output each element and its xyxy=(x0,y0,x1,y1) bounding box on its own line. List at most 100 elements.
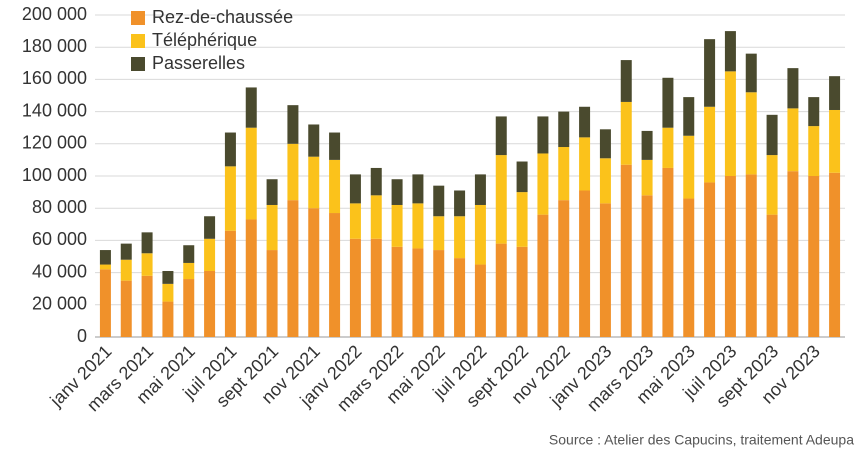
bar-segment xyxy=(579,106,591,138)
bar-segment xyxy=(454,258,466,337)
y-tick-label: 200 000 xyxy=(22,4,87,24)
bar-segment xyxy=(724,176,736,337)
bar-segment xyxy=(329,159,341,214)
bar-segment xyxy=(724,71,736,176)
bar-segment xyxy=(766,155,778,215)
y-tick-label: 40 000 xyxy=(32,261,87,281)
bar-segment xyxy=(204,216,216,239)
legend-label: Téléphérique xyxy=(152,30,257,50)
bar-segment xyxy=(787,68,799,109)
bar-segment xyxy=(391,179,403,205)
bar-segment xyxy=(99,269,111,337)
bar-segment xyxy=(329,213,341,337)
bar-segment xyxy=(99,264,111,270)
bar-segment xyxy=(808,97,820,127)
bar-segment xyxy=(204,238,216,271)
bar-segment xyxy=(266,250,278,337)
bar-segment xyxy=(141,253,153,276)
bar-segment xyxy=(683,135,695,199)
bar-segment xyxy=(641,195,653,337)
bar-segment xyxy=(516,192,528,247)
bar-segment xyxy=(724,31,736,72)
bar-segment xyxy=(162,301,174,337)
bar-segment xyxy=(516,161,528,193)
bar-segment xyxy=(454,190,466,217)
bar-segment xyxy=(537,153,549,215)
bar-segment xyxy=(683,97,695,136)
bar-segment xyxy=(620,101,632,165)
bar-segment xyxy=(662,167,674,337)
y-tick-label: 160 000 xyxy=(22,68,87,88)
bar-segment xyxy=(766,114,778,156)
legend-label: Rez-de-chaussée xyxy=(152,7,293,27)
bar-segment xyxy=(287,105,299,144)
bar-segment xyxy=(787,171,799,337)
bar-segment xyxy=(558,147,570,201)
bar-segment xyxy=(745,174,757,337)
bar-segment xyxy=(287,200,299,337)
bar-segment xyxy=(370,238,382,337)
bar-segment xyxy=(224,132,236,167)
bar-segment xyxy=(474,264,486,337)
legend-swatch xyxy=(131,11,145,25)
bar-segment xyxy=(787,108,799,172)
bar-segment xyxy=(162,283,174,302)
bar-segment xyxy=(204,270,216,337)
y-tick-label: 0 xyxy=(77,326,87,346)
bar-segment xyxy=(599,129,611,159)
bar-segment xyxy=(349,174,361,204)
bar-segment xyxy=(141,275,153,337)
bar-segment xyxy=(808,126,820,176)
bar-segment xyxy=(412,248,424,337)
bar-segment xyxy=(266,204,278,251)
bar-segment xyxy=(537,116,549,154)
y-tick-label: 120 000 xyxy=(22,133,87,153)
bar-segment xyxy=(370,195,382,239)
bar-segment xyxy=(683,198,695,337)
bar-segment xyxy=(766,214,778,337)
bar-segment xyxy=(349,203,361,239)
legend-swatch xyxy=(131,57,145,71)
source: Source : Atelier des Capucins, traitemen… xyxy=(549,432,854,448)
bar-segment xyxy=(620,164,632,337)
bar-segment xyxy=(579,190,591,337)
bar-segment xyxy=(391,204,403,247)
bar-segment xyxy=(579,137,591,191)
bar-segment xyxy=(224,166,236,231)
bar-segment xyxy=(808,176,820,337)
bar-segment xyxy=(745,53,757,93)
y-tick-label: 20 000 xyxy=(32,294,87,314)
bar-segment xyxy=(558,200,570,337)
bar-segment xyxy=(245,219,257,337)
bar-segment xyxy=(558,111,570,148)
bar-segment xyxy=(370,167,382,196)
bar-segment xyxy=(474,204,486,265)
bar-segment xyxy=(433,250,445,337)
bar-segment xyxy=(120,280,132,337)
y-tick-label: 180 000 xyxy=(22,36,87,56)
bar-segment xyxy=(183,262,195,280)
bar-segment xyxy=(308,156,320,209)
bar-segment xyxy=(704,182,716,337)
bar-segment xyxy=(495,155,507,244)
bar-segment xyxy=(120,243,132,260)
y-tick-label: 60 000 xyxy=(32,229,87,249)
bar-segment xyxy=(704,106,716,183)
bar-segment xyxy=(745,92,757,175)
bar-segment xyxy=(829,109,841,173)
bar-segment xyxy=(516,246,528,337)
legend-label: Passerelles xyxy=(152,53,245,73)
bar-segment xyxy=(599,203,611,337)
bar-segment xyxy=(537,214,549,337)
bar-segment xyxy=(120,259,132,281)
legend-swatch xyxy=(131,34,145,48)
bar-segment xyxy=(662,127,674,168)
bar-segment xyxy=(183,279,195,337)
bar-segment xyxy=(829,172,841,337)
bar-segment xyxy=(412,174,424,204)
bar-segment xyxy=(641,130,653,160)
bar-segment xyxy=(412,203,424,249)
bar-segment xyxy=(454,216,466,259)
bar-segment xyxy=(99,250,111,265)
